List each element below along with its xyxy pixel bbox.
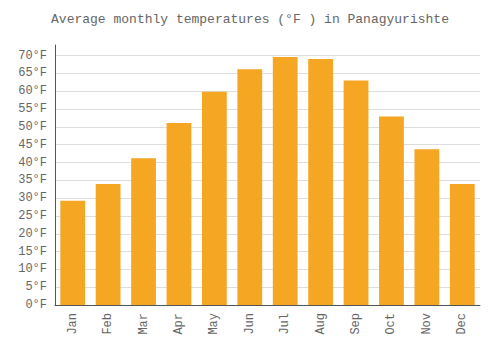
svg-text:35°F: 35°F <box>18 173 47 187</box>
svg-text:Feb: Feb <box>101 313 115 335</box>
svg-text:30°F: 30°F <box>18 191 47 205</box>
svg-text:Jan: Jan <box>66 313 80 335</box>
svg-text:Jul: Jul <box>278 313 292 335</box>
svg-text:Average monthly temperatures (: Average monthly temperatures (°F ) in Pa… <box>51 12 449 27</box>
svg-text:70°F: 70°F <box>18 49 47 63</box>
svg-text:Aug: Aug <box>314 313 328 335</box>
svg-text:25°F: 25°F <box>18 209 47 223</box>
svg-text:Sep: Sep <box>349 313 363 335</box>
svg-text:Nov: Nov <box>420 313 434 335</box>
svg-text:Dec: Dec <box>455 313 469 335</box>
svg-text:0°F: 0°F <box>25 298 47 312</box>
svg-text:50°F: 50°F <box>18 120 47 134</box>
svg-text:55°F: 55°F <box>18 102 47 116</box>
svg-text:Mar: Mar <box>137 313 151 335</box>
svg-text:60°F: 60°F <box>18 84 47 98</box>
svg-text:40°F: 40°F <box>18 156 47 170</box>
svg-text:15°F: 15°F <box>18 245 47 259</box>
svg-text:Jun: Jun <box>243 313 257 335</box>
svg-text:20°F: 20°F <box>18 227 47 241</box>
svg-text:Oct: Oct <box>384 313 398 335</box>
svg-text:65°F: 65°F <box>18 66 47 80</box>
svg-text:5°F: 5°F <box>25 280 47 294</box>
svg-text:45°F: 45°F <box>18 138 47 152</box>
svg-text:May: May <box>207 313 221 335</box>
svg-text:10°F: 10°F <box>18 262 47 276</box>
svg-text:Apr: Apr <box>172 313 186 335</box>
